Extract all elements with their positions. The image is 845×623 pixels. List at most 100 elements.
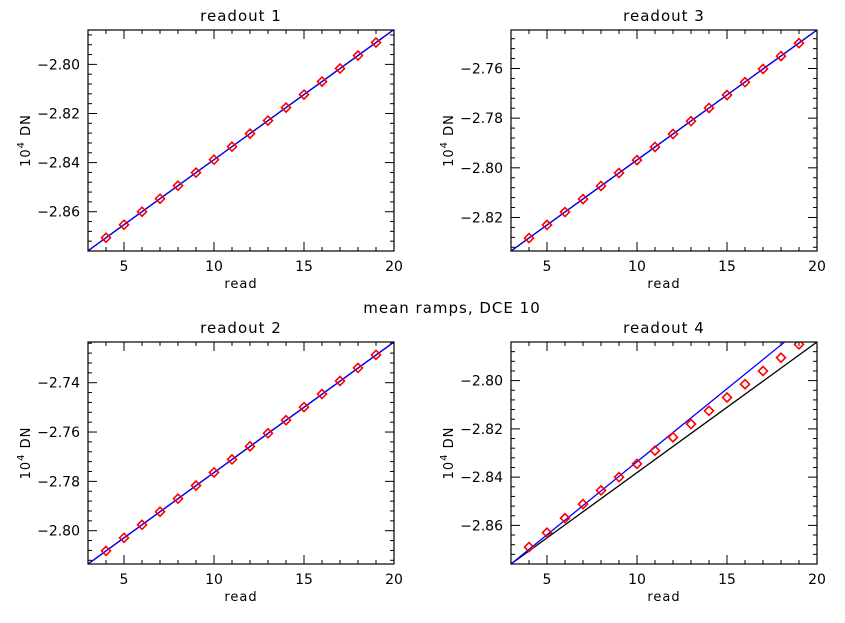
data-point [118,219,130,231]
data-point [244,440,256,452]
data-point [262,427,274,439]
data-point [352,362,364,374]
data-point [793,37,805,49]
plot-frame [510,29,818,252]
data-point [316,75,328,88]
x-axis-label: read [647,590,680,605]
y-tick-label: −2.78 [460,111,503,127]
data-point [136,206,148,218]
plot-area [511,342,817,564]
data-point [631,154,643,166]
panel-title: readout 3 [623,7,705,25]
x-tick-label: 20 [385,572,403,588]
x-tick-label: 20 [385,259,403,275]
data-point [757,365,769,377]
y-tick-label: −2.76 [460,61,503,77]
data-point [541,526,553,539]
x-tick-label: 10 [628,259,646,275]
plot-area [88,342,394,564]
y-tick-label: −2.74 [37,376,80,392]
data-point [172,180,184,192]
plot-frame [87,29,395,252]
panel-title: readout 4 [623,319,705,337]
data-point [226,141,238,153]
x-tick-label: 5 [120,572,129,588]
x-tick-label: 10 [205,259,223,275]
x-tick-label: 15 [295,259,313,275]
data-point [613,167,625,179]
y-tick-label: −2.80 [37,524,80,540]
plot-area [511,30,817,251]
x-tick-label: 10 [205,572,223,588]
x-axis-label: read [224,590,257,605]
data-point [739,76,751,88]
plot-frame [87,341,395,565]
y-tick-label: −2.82 [37,106,80,122]
data-point [595,484,607,497]
data-point [208,466,220,479]
blue-fit-line [511,30,817,251]
data-point [298,88,310,101]
y-tick-label: −2.86 [37,205,80,221]
data-point [208,154,220,166]
data-point [649,141,661,153]
data-point [334,375,346,387]
x-tick-label: 15 [718,572,736,588]
data-point [100,232,112,244]
y-tick-label: −2.80 [37,57,80,73]
data-point [685,115,697,127]
data-point [649,444,661,457]
panel-2: readout 3 5 10 15 20 −2.76 −2.78 −2.80 −2.82 read… [439,7,826,292]
panel-3: readout 2 5 10 15 20 −2.74 −2.76 −2.78 −2.80 read… [16,319,403,605]
data-point [559,512,571,524]
x-axis-label: read [224,277,257,292]
data-point [721,391,733,404]
data-point [703,102,715,114]
data-point [298,401,310,413]
data-point [370,349,382,361]
panel-title: readout 1 [200,7,282,25]
y-axis-label: 104 DN [16,114,34,167]
x-tick-label: 20 [808,572,826,588]
y-tick-label: −2.80 [460,374,503,390]
plot-frame [510,341,818,565]
data-point [523,541,535,553]
blue-fit-line [511,342,786,564]
data-point [577,193,589,205]
panel-4: readout 4 5 10 15 20 −2.80 −2.82 −2.84 −2.86 read… [439,319,826,605]
y-axis-label: 104 DN [439,427,457,480]
x-tick-label: 10 [628,572,646,588]
data-point [595,180,607,192]
blue-fit-line [88,30,394,251]
y-tick-label: −2.80 [460,161,503,177]
panel-title: readout 2 [200,319,282,337]
data-point [559,206,571,218]
data-point [118,532,130,544]
data-point [775,50,787,62]
data-point [244,127,256,140]
x-tick-label: 15 [295,572,313,588]
data-point [154,506,166,518]
y-tick-label: −2.82 [460,422,503,438]
data-point [703,405,715,417]
x-tick-label: 20 [808,259,826,275]
data-point [226,453,238,466]
data-point [316,388,328,400]
y-tick-label: −2.86 [460,518,503,534]
data-point [262,114,274,127]
black-fit-line [511,342,817,564]
data-point [190,479,202,492]
data-point [685,418,697,430]
data-point [793,342,805,351]
data-point [757,63,769,75]
data-point [541,219,553,231]
data-point [172,493,184,505]
x-tick-label: 15 [718,259,736,275]
y-tick-label: −2.76 [37,425,80,441]
data-point [280,414,292,426]
panel-1: readout 1 5 10 15 20 −2.80 −2.82 −2.84 −2.86 read… [16,7,403,292]
y-tick-label: −2.84 [460,470,503,486]
data-point [190,167,202,179]
x-tick-label: 5 [543,572,552,588]
